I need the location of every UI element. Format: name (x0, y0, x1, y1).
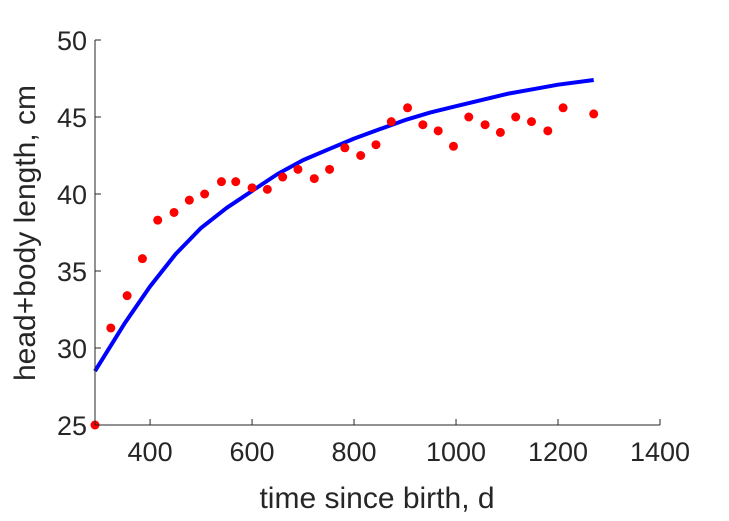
y-tick-label: 30 (57, 334, 87, 364)
data-point (325, 164, 335, 174)
data-points-layer (90, 103, 599, 430)
data-point (184, 195, 194, 205)
x-axis-label: time since birth, d (259, 482, 494, 515)
data-point (589, 109, 599, 119)
y-tick-label: 35 (57, 257, 87, 287)
data-point (200, 189, 210, 199)
data-point (309, 174, 319, 184)
x-tick-label: 400 (128, 437, 173, 467)
data-point (153, 215, 163, 225)
data-point (464, 112, 474, 122)
data-point (231, 177, 241, 187)
data-point (262, 184, 272, 194)
plot-area (90, 78, 599, 430)
x-ticks: 400 600 800 1000 1200 1400 (128, 419, 690, 467)
data-point (371, 140, 381, 150)
data-point (216, 177, 226, 187)
data-point (433, 126, 443, 136)
axes: 25 30 35 40 45 50 400 600 800 1000 1200 1400 (57, 26, 690, 467)
y-axis-label: head+body length, cm (9, 85, 42, 381)
y-ticks: 25 30 35 40 45 50 (57, 26, 101, 441)
x-tick-label: 800 (332, 437, 377, 467)
y-tick-label: 45 (57, 103, 87, 133)
x-tick-label: 600 (230, 437, 275, 467)
data-point (558, 103, 568, 113)
data-point (418, 120, 428, 130)
x-tick-label: 1200 (528, 437, 588, 467)
fit-curve (93, 78, 594, 373)
data-point (356, 151, 366, 160)
data-point (340, 143, 350, 153)
data-point (403, 103, 413, 113)
y-tick-label: 40 (57, 180, 87, 210)
data-point (293, 164, 303, 174)
data-point (106, 323, 116, 333)
data-point (278, 172, 288, 182)
fit-curve-layer (93, 78, 594, 373)
y-tick-label: 50 (57, 26, 87, 56)
data-point (169, 207, 179, 217)
data-point (122, 291, 132, 301)
data-point (526, 117, 536, 127)
y-tick-label: 25 (57, 411, 87, 441)
data-point (511, 112, 521, 122)
data-point (448, 141, 458, 151)
data-point (137, 254, 147, 264)
data-point (386, 117, 396, 127)
data-point (480, 120, 490, 130)
data-point (495, 127, 505, 137)
x-tick-label: 1400 (630, 437, 690, 467)
data-point (247, 183, 257, 193)
data-point (543, 126, 553, 136)
x-tick-label: 1000 (426, 437, 486, 467)
